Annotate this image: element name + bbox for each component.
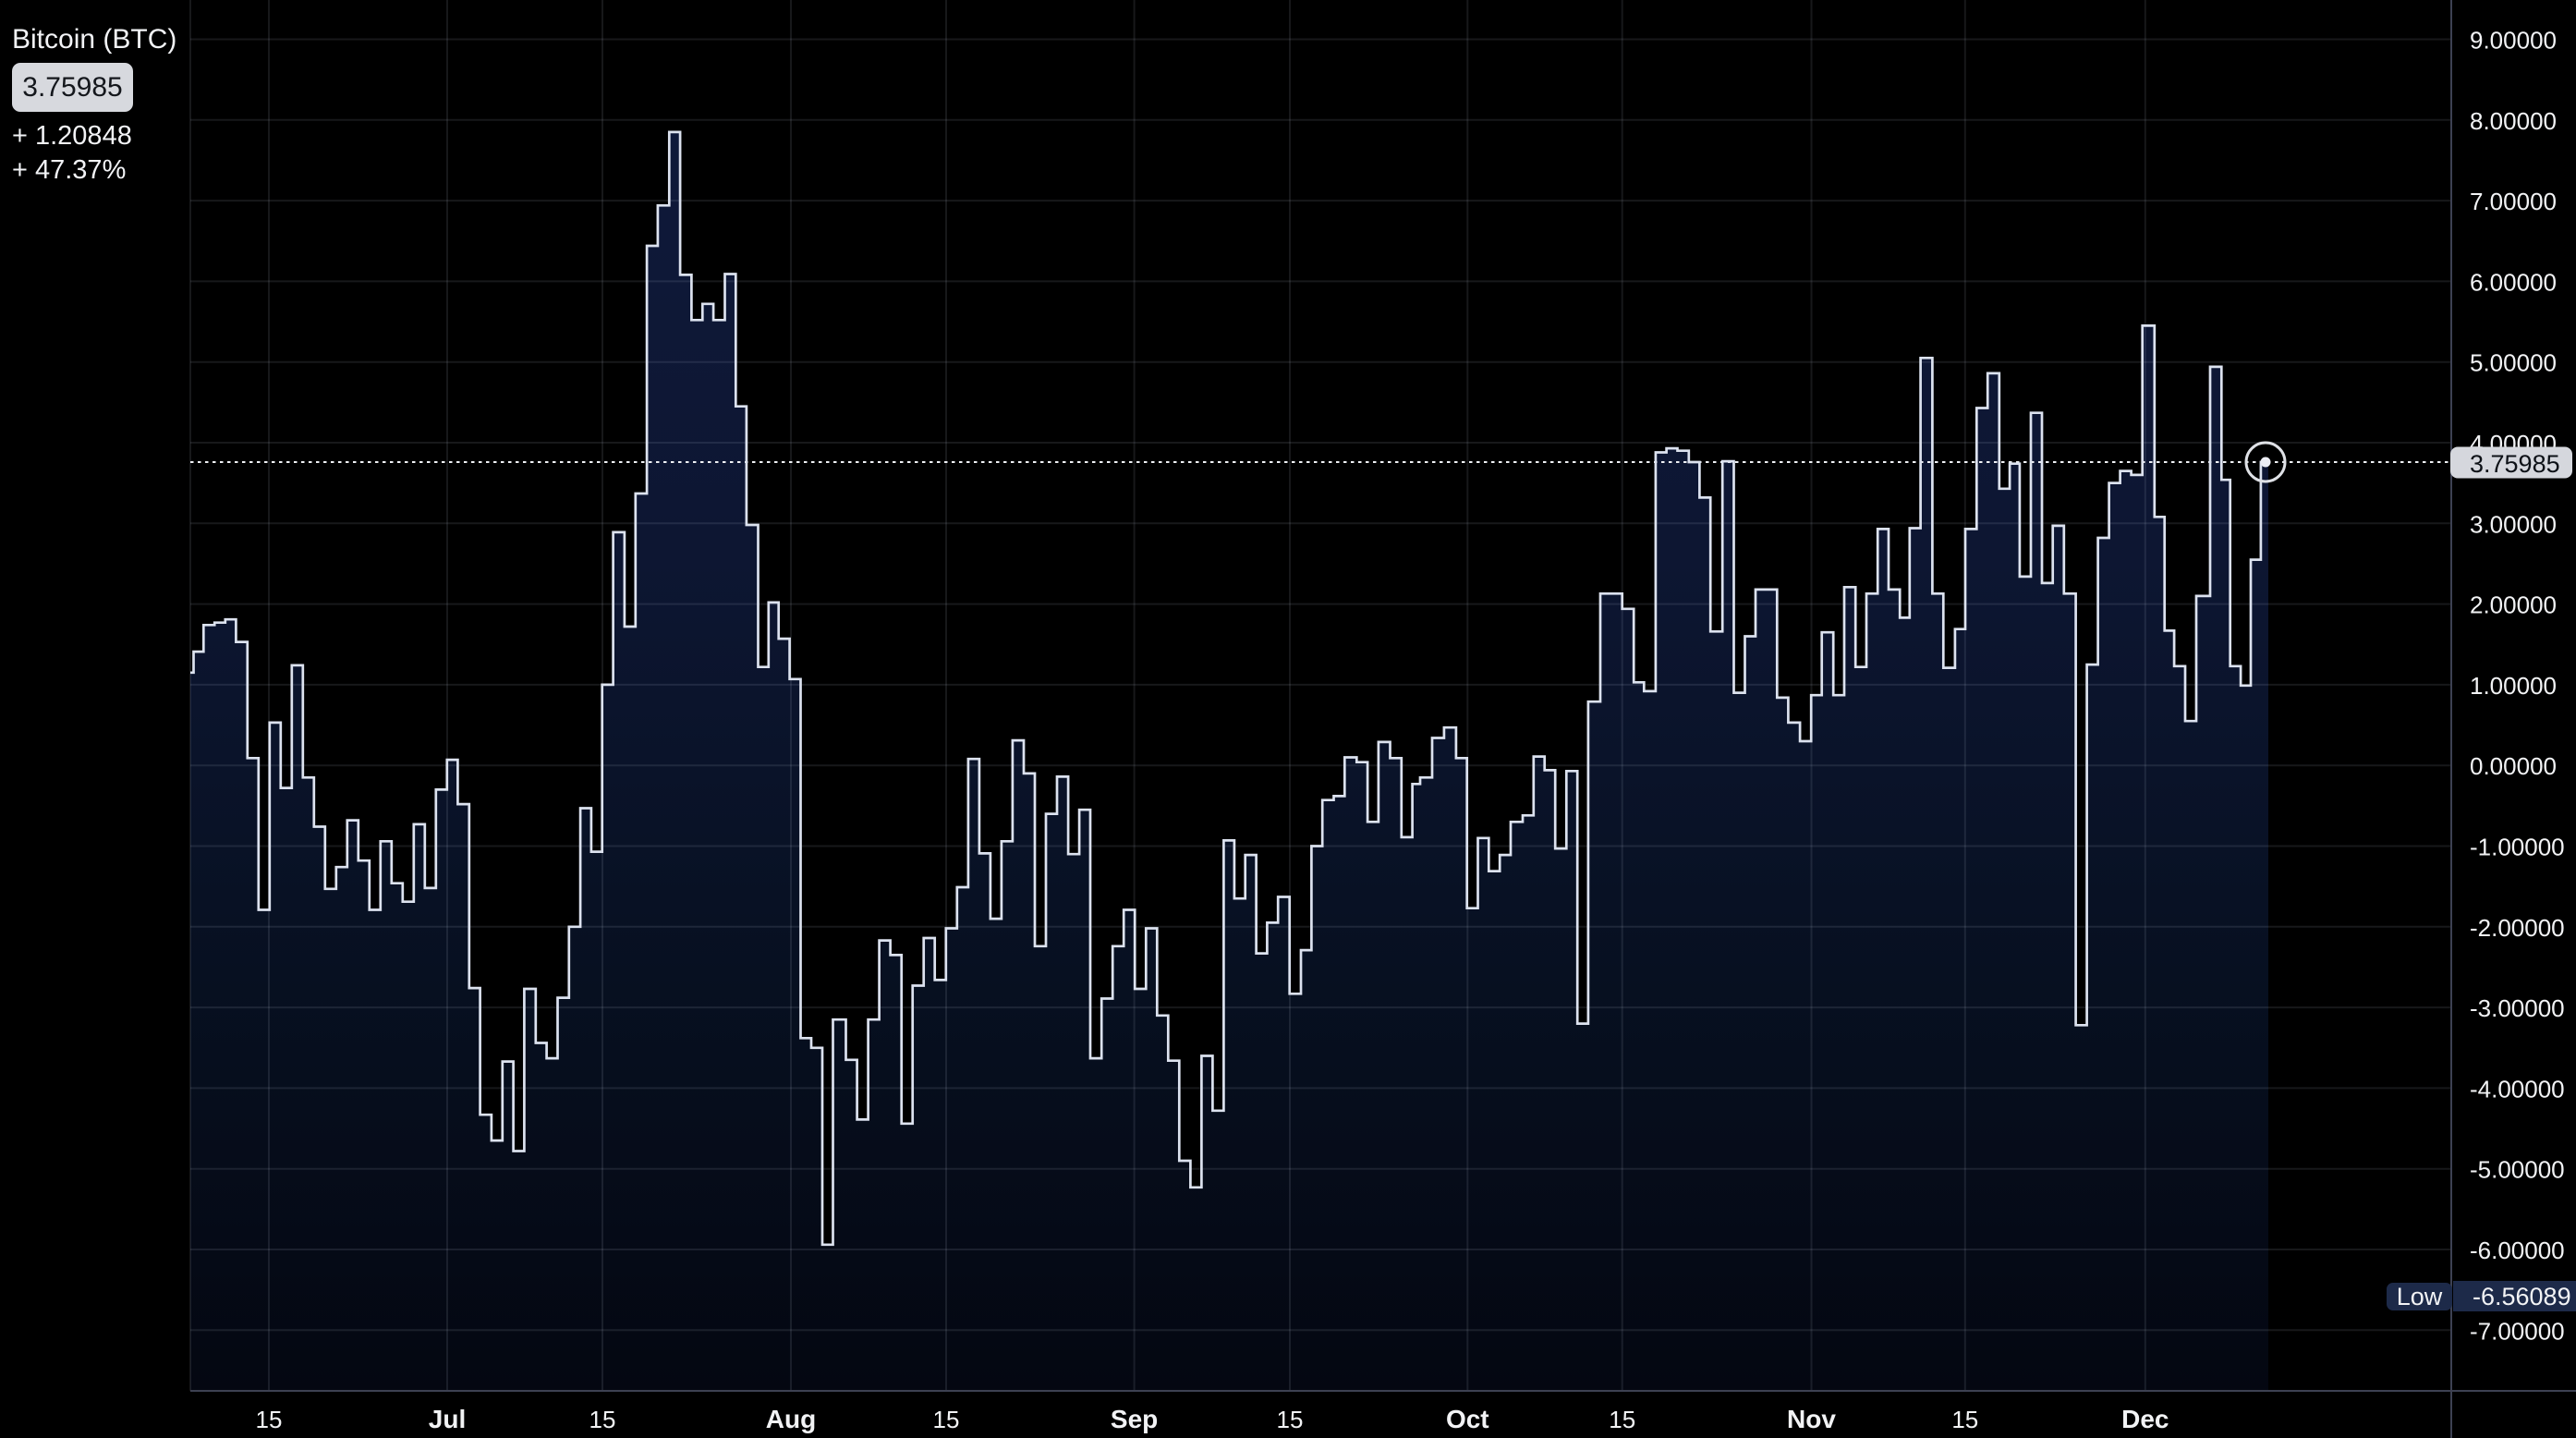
svg-text:-4.00000: -4.00000 (2470, 1075, 2565, 1103)
svg-text:0.00000: 0.00000 (2470, 752, 2557, 780)
svg-text:Nov: Nov (1787, 1405, 1836, 1433)
svg-text:15: 15 (256, 1406, 283, 1433)
svg-text:Jul: Jul (429, 1405, 466, 1433)
svg-text:-7.00000: -7.00000 (2470, 1317, 2565, 1345)
svg-text:-6.56089: -6.56089 (2473, 1283, 2571, 1310)
svg-text:15: 15 (1951, 1406, 1978, 1433)
svg-text:7.00000: 7.00000 (2470, 188, 2557, 215)
svg-text:15: 15 (589, 1406, 616, 1433)
svg-text:9.00000: 9.00000 (2470, 27, 2557, 55)
svg-text:6.00000: 6.00000 (2470, 268, 2557, 296)
svg-text:15: 15 (1609, 1406, 1635, 1433)
svg-text:15: 15 (1277, 1406, 1304, 1433)
svg-text:-1.00000: -1.00000 (2470, 834, 2565, 861)
svg-text:-2.00000: -2.00000 (2470, 914, 2565, 942)
svg-text:Sep: Sep (1111, 1405, 1158, 1433)
svg-text:-5.00000: -5.00000 (2470, 1156, 2565, 1184)
svg-text:Oct: Oct (1446, 1405, 1489, 1433)
svg-text:15: 15 (933, 1406, 960, 1433)
svg-text:Low: Low (2397, 1283, 2443, 1310)
svg-text:1.00000: 1.00000 (2470, 672, 2557, 700)
svg-text:8.00000: 8.00000 (2470, 107, 2557, 135)
svg-text:5.00000: 5.00000 (2470, 349, 2557, 377)
svg-text:3.00000: 3.00000 (2470, 510, 2557, 538)
svg-text:-6.00000: -6.00000 (2470, 1237, 2565, 1264)
svg-text:3.75985: 3.75985 (2470, 450, 2560, 478)
svg-text:2.00000: 2.00000 (2470, 591, 2557, 619)
svg-text:Dec: Dec (2121, 1405, 2169, 1433)
svg-text:Aug: Aug (766, 1405, 816, 1433)
svg-text:-3.00000: -3.00000 (2470, 994, 2565, 1022)
